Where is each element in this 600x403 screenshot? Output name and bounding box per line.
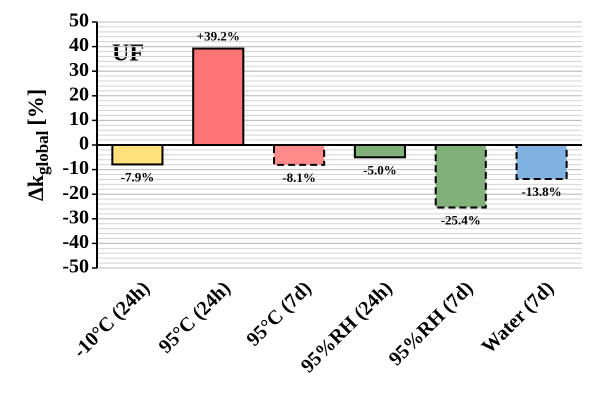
value-label: +39.2% [197,29,240,44]
y-tick-label: 20 [69,83,89,105]
value-label: -8.1% [282,170,316,185]
x-tick-label: -10°C (24h) [69,277,154,362]
bar [353,144,406,159]
bar [515,144,568,180]
y-tick-label: -50 [62,256,89,278]
value-label: -5.0% [363,162,397,177]
x-tick-label: 95°C (24h) [155,277,236,358]
value-label: -7.9% [121,169,155,184]
y-tick-label: -10 [62,157,89,179]
x-tick-label: 95°C (7d) [242,277,315,350]
y-tick-label: 0 [79,133,89,155]
y-label-subscript: global [33,130,52,175]
value-label: -13.8% [522,184,562,199]
y-label-suffix: [%] [23,89,48,126]
y-tick-label: -30 [62,206,89,228]
x-tick-label: Water (7d) [477,277,558,358]
bar [111,144,164,166]
y-tick-label: -20 [62,182,89,204]
y-label-main: Δk [23,174,48,201]
annotation: UF [112,41,144,67]
y-tick-label: 40 [69,34,89,56]
bar [434,144,487,209]
x-tick-label: 95%RH (7d) [385,277,478,370]
bar [192,47,245,146]
value-label: -25.4% [441,212,481,227]
y-tick-label: 50 [69,10,89,32]
y-tick-label: 30 [69,59,89,81]
bar [273,144,326,166]
y-axis-label: Δkglobal [%] [23,89,52,201]
y-tick-label: 10 [69,108,89,130]
y-tick-label: -40 [62,231,89,253]
